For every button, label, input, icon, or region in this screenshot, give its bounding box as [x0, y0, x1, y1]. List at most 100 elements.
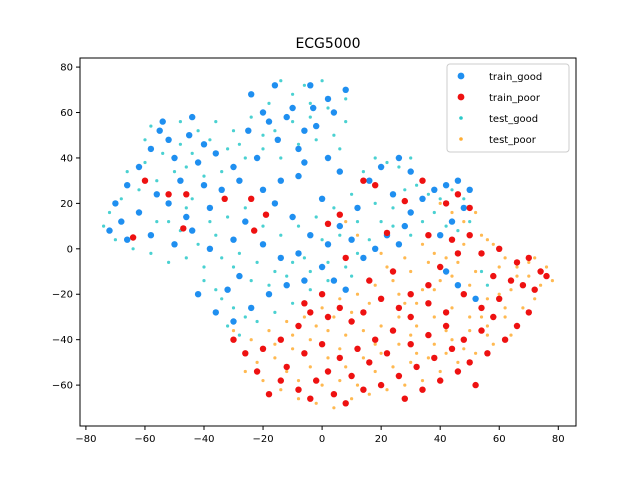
test_poor-point: [350, 310, 354, 314]
train_good-point: [200, 141, 208, 148]
train_good-point: [401, 222, 408, 230]
test_good-point: [438, 197, 442, 201]
train_good-point: [183, 213, 190, 221]
train_good-point: [307, 82, 314, 89]
test_good-point: [237, 251, 241, 255]
test_poor-point: [291, 347, 295, 351]
train_poor-point: [366, 277, 373, 284]
test_good-point: [202, 279, 206, 283]
train_poor-point: [336, 354, 343, 362]
train_good-point: [248, 304, 255, 312]
test_poor-point: [255, 360, 259, 364]
test_good-point: [161, 151, 165, 155]
legend-label-test_poor: test_poor: [489, 135, 537, 146]
train_poor-series: [129, 177, 550, 407]
test_poor-point: [391, 279, 395, 283]
test_good-point: [355, 220, 360, 224]
train_poor-point: [490, 272, 497, 280]
test_poor-point: [326, 356, 330, 360]
test_good-point: [373, 156, 377, 160]
test_poor-point: [468, 329, 472, 333]
train_good-point: [259, 186, 267, 193]
train_good-point: [112, 200, 119, 207]
test_poor-point: [385, 388, 389, 392]
train_good-point: [419, 195, 426, 202]
legend-box: [446, 63, 570, 153]
train_good-point: [336, 222, 343, 230]
test_good-point: [279, 156, 283, 160]
test_good-point: [172, 170, 177, 174]
test_poor-point: [509, 333, 513, 337]
train_poor-point: [531, 286, 538, 293]
train_poor-point: [389, 268, 397, 275]
train_good-point: [259, 109, 267, 116]
train_poor-point: [301, 350, 308, 357]
test_good-point: [237, 142, 241, 146]
test_good-point: [314, 138, 318, 142]
test_good-point: [196, 129, 200, 133]
test_good-point: [243, 156, 247, 160]
test_good-point: [379, 220, 383, 224]
train_poor-point: [442, 200, 450, 207]
test_poor-point: [456, 260, 460, 264]
train_good-point: [295, 250, 302, 257]
test_good-point: [291, 120, 295, 124]
train_poor-point: [395, 304, 403, 312]
train_good-point: [318, 263, 326, 271]
train_good-point: [212, 150, 219, 157]
train_poor-point: [525, 254, 532, 262]
test_good-point: [178, 120, 182, 124]
legend-label-train_poor: train_poor: [489, 93, 541, 104]
train_good-point: [395, 154, 403, 162]
train_poor-point: [183, 191, 190, 198]
test_good-point: [261, 224, 265, 228]
test_good-point: [208, 138, 212, 142]
test_good-point: [350, 274, 354, 278]
test_poor-point: [485, 324, 489, 328]
test_poor-point: [527, 260, 531, 264]
test_good-series: [102, 79, 489, 337]
test_poor-point: [432, 315, 436, 319]
train_good-point: [301, 159, 308, 166]
test_good-point: [273, 129, 277, 133]
test_good-point: [355, 251, 360, 255]
train_poor-point: [295, 322, 302, 330]
test_poor-point: [314, 324, 318, 328]
train_good-point: [156, 127, 163, 134]
test_good-point: [385, 160, 389, 165]
test_poor-point: [497, 265, 501, 269]
train_good-point: [336, 168, 343, 175]
test_good-point: [279, 79, 283, 83]
train_good-point: [259, 241, 267, 248]
test_poor-point: [426, 260, 430, 264]
train_poor-point: [454, 250, 462, 257]
train_poor-point: [324, 220, 332, 227]
test_good-point: [320, 238, 324, 242]
test_good-point: [302, 83, 306, 87]
test_good-point: [137, 188, 141, 192]
train_good-point: [274, 136, 281, 143]
train_poor-point: [259, 345, 267, 352]
test_good-point: [214, 120, 218, 124]
legend: train_good train_poor test_good test_poor: [446, 63, 570, 153]
train_poor-point: [413, 363, 420, 371]
test_good-point: [302, 256, 306, 260]
train_poor-point: [301, 300, 308, 307]
test_poor-point: [320, 383, 324, 387]
train_good-point: [277, 177, 284, 184]
train_poor-point: [401, 395, 408, 402]
test_poor-point: [261, 379, 265, 383]
train_poor-point: [221, 195, 228, 202]
train_good-point: [283, 113, 290, 121]
test_good-point: [291, 301, 295, 305]
y-tick-label: −40: [52, 335, 73, 346]
train_poor-point: [401, 197, 408, 205]
test_good-point: [131, 247, 135, 251]
train_good-point: [147, 232, 155, 239]
y-tick-label: 0: [67, 244, 73, 255]
test_good-point: [202, 265, 206, 269]
test_good-point: [167, 220, 171, 224]
test_poor-point: [344, 220, 348, 224]
train_poor-point: [525, 309, 532, 316]
test_poor-point: [332, 315, 336, 319]
